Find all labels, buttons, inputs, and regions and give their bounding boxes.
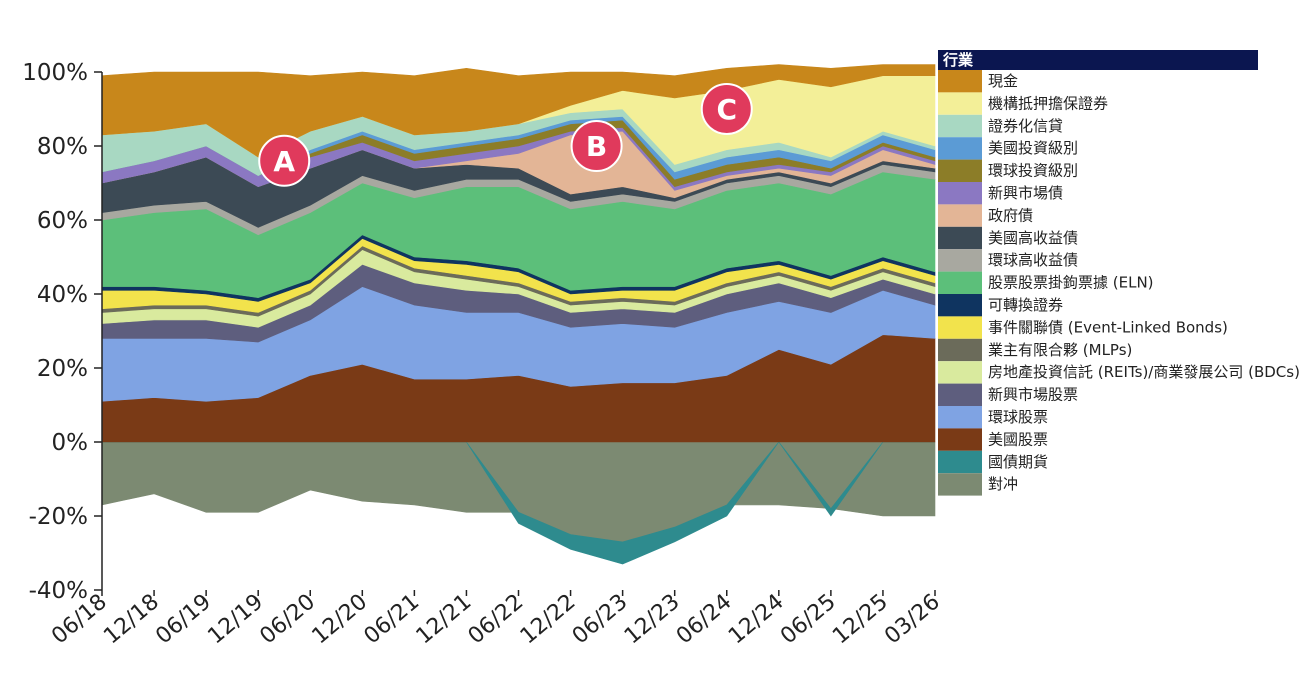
x-tick-label: 06/19 <box>151 589 216 649</box>
legend-label: 美國股票 <box>988 430 1048 448</box>
x-tick-label: 12/19 <box>203 589 268 649</box>
legend-swatch <box>938 428 982 451</box>
legend-swatch <box>938 383 982 406</box>
legend-swatch <box>938 338 982 362</box>
y-tick-label: 100% <box>22 60 88 86</box>
legend-label: 環球投資級別 <box>988 162 1078 180</box>
annotation-label-C: C <box>716 93 737 126</box>
legend-swatch <box>938 92 982 115</box>
legend-swatch <box>938 204 982 227</box>
legend-swatch <box>938 406 982 429</box>
y-tick-label: 60% <box>37 208 88 234</box>
annotation-label-B: B <box>586 130 607 163</box>
legend-swatch <box>938 271 982 294</box>
x-tick-label: 06/24 <box>672 589 737 649</box>
legend-swatch <box>938 316 982 339</box>
legend-label: 政府債 <box>988 206 1033 224</box>
legend-label: 美國投資級別 <box>988 139 1078 157</box>
legend-label: 可轉換證券 <box>988 296 1063 314</box>
legend-swatch <box>938 182 982 205</box>
legend-swatch <box>938 249 982 272</box>
annotation-circle-C <box>700 83 753 135</box>
legend-label: 對冲 <box>988 475 1018 493</box>
area-series-0 <box>101 441 936 543</box>
legend-title-bar <box>938 50 1258 70</box>
y-tick-label: 0% <box>52 430 89 456</box>
legend-swatch <box>938 114 982 138</box>
y-tick-label: -20% <box>29 504 88 530</box>
annotation-circle-B <box>570 120 623 172</box>
annotation-label-A: A <box>273 145 295 178</box>
legend-label: 環球高收益債 <box>988 251 1078 269</box>
x-tick-label: 06/22 <box>464 589 529 649</box>
legend-label: 房地產投資信託 (REITs)/商業發展公司 (BDCs) <box>988 363 1300 381</box>
y-tick-label: 80% <box>37 134 88 160</box>
legend-label: 國債期貨 <box>988 453 1048 471</box>
legend-label: 美國高收益債 <box>988 229 1078 247</box>
legend-label: 事件關聯債 (Event-Linked Bonds) <box>988 318 1228 336</box>
annotation-markers: A B C <box>258 83 753 187</box>
legend-swatch <box>938 159 982 182</box>
x-tick-label: 12/21 <box>412 589 477 649</box>
x-axis-ticks: 06/1812/1806/1912/1906/2012/2006/2112/21… <box>47 589 945 649</box>
legend-swatch <box>938 137 982 160</box>
legend-swatch <box>938 70 982 93</box>
x-tick-label: 06/20 <box>255 589 320 649</box>
legend-label: 機構抵押擔保證券 <box>988 94 1108 112</box>
y-tick-label: 20% <box>37 356 88 382</box>
area-series-group <box>101 64 936 565</box>
legend-label: 現金 <box>988 72 1018 90</box>
legend-swatch <box>938 473 982 496</box>
x-tick-label: 06/23 <box>568 589 633 649</box>
legend-items: 現金機構抵押擔保證券證券化信貸美國投資級別環球投資級別新興市場債政府債美國高收益… <box>938 70 1300 496</box>
x-tick-label: 12/20 <box>308 589 373 649</box>
y-axis-ticks: -40% -20% 0% 20% 40% 60% 80% 100% <box>22 60 102 604</box>
legend-label: 證券化信貸 <box>988 117 1063 135</box>
x-tick-label: 12/22 <box>516 589 581 649</box>
legend: 行業 現金機構抵押擔保證券證券化信貸美國投資級別環球投資級別新興市場債政府債美國… <box>938 50 1300 496</box>
legend-label: 股票股票掛鉤票據 (ELN) <box>988 274 1154 292</box>
legend-label: 新興市場股票 <box>988 386 1078 404</box>
annotation-circle-A <box>258 134 311 187</box>
legend-label: 業主有限合夥 (MLPs) <box>988 341 1132 359</box>
x-tick-label: 12/18 <box>99 589 164 649</box>
x-tick-label: 12/25 <box>828 589 893 649</box>
y-tick-label: -40% <box>29 578 88 604</box>
legend-label: 新興市場債 <box>988 184 1063 202</box>
legend-swatch <box>938 226 982 250</box>
legend-swatch <box>938 361 982 384</box>
legend-title: 行業 <box>942 51 974 69</box>
legend-swatch <box>938 294 982 317</box>
x-tick-label: 03/26 <box>880 589 945 649</box>
y-tick-label: 40% <box>37 282 88 308</box>
legend-swatch <box>938 450 982 474</box>
legend-label: 環球股票 <box>988 408 1048 426</box>
x-tick-label: 12/24 <box>724 589 789 649</box>
x-tick-label: 06/25 <box>776 589 841 649</box>
x-tick-label: 12/23 <box>620 589 685 649</box>
x-tick-label: 06/21 <box>360 589 425 649</box>
